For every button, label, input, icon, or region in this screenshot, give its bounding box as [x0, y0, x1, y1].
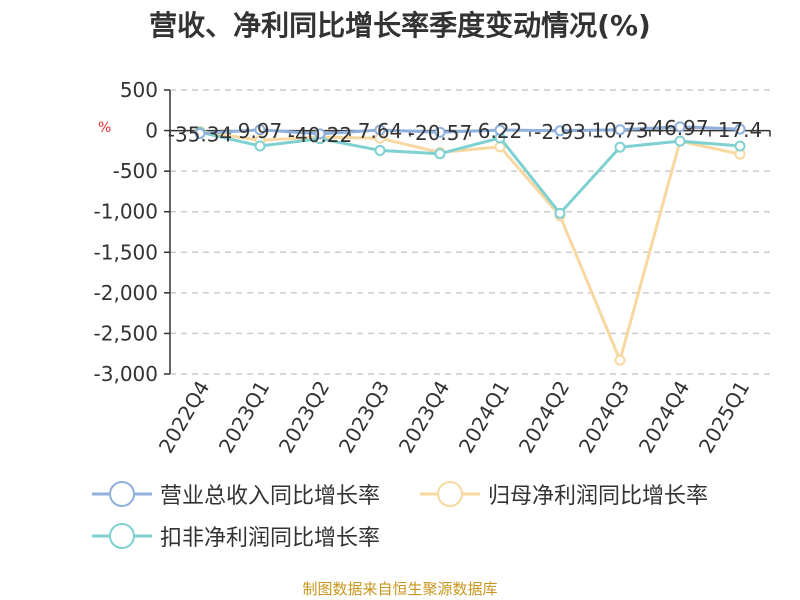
data-point — [374, 144, 386, 156]
legend-label: 营业总收入同比增长率 — [160, 484, 381, 509]
series-line — [199, 130, 741, 215]
data-label: 10.73 — [591, 119, 648, 143]
data-point — [614, 124, 626, 136]
data-point — [614, 141, 626, 153]
data-label: 7.64 — [358, 119, 403, 143]
y-tick-label: 0 — [145, 119, 158, 143]
chart-title: 营收、净利同比增长率季度变动情况(%) — [149, 9, 651, 42]
y-tick-label: 500 — [120, 78, 158, 102]
data-point — [494, 124, 506, 136]
x-tick-label: 2024Q1 — [454, 377, 514, 458]
x-tick-label: 2023Q4 — [394, 377, 454, 458]
x-tick-label: 2022Q4 — [154, 377, 214, 458]
data-point — [194, 127, 206, 139]
data-label: -35.34 — [168, 122, 232, 146]
data-point — [254, 140, 266, 152]
series-line — [199, 125, 741, 136]
legend: 营业总收入同比增长率 归母净利润同比增长率扣非净利润同比增长率 — [0, 470, 800, 570]
legend-swatch — [420, 481, 480, 507]
source-note: 制图数据来自恒生聚源数据库 — [302, 580, 498, 598]
data-label: -40.22 — [288, 123, 352, 147]
series-line — [199, 129, 741, 362]
y-tick-label: -1,500 — [94, 240, 158, 264]
legend-item[interactable]: 扣非净利润同比增长率 — [92, 516, 380, 556]
data-label: 6.22 — [478, 119, 523, 143]
y-tick-label: -3,000 — [94, 362, 158, 386]
legend-swatch — [92, 481, 152, 507]
data-label: -2.93 — [534, 120, 586, 144]
x-tick-label: 2023Q2 — [274, 377, 334, 458]
legend-swatch — [92, 523, 152, 549]
data-label: -20.57 — [408, 121, 472, 145]
data-label: 17.4 — [718, 118, 763, 142]
data-point — [374, 124, 386, 136]
data-point — [434, 126, 446, 138]
legend-label: 归母净利润同比增长率 — [488, 484, 709, 509]
x-tick-label: 2024Q4 — [634, 377, 694, 458]
data-point — [734, 123, 746, 135]
legend-item[interactable]: 归母净利润同比增长率 — [420, 474, 708, 514]
x-tick-label: 2023Q1 — [214, 377, 274, 458]
x-tick-label: 2024Q2 — [514, 377, 574, 458]
x-tick-label: 2024Q3 — [574, 377, 634, 458]
x-tick-label: 2025Q1 — [694, 377, 754, 458]
data-point — [614, 354, 626, 366]
legend-item[interactable]: 营业总收入同比增长率 — [92, 474, 380, 514]
data-point — [434, 148, 446, 160]
data-point — [734, 140, 746, 152]
y-unit-label: % — [98, 120, 112, 136]
plot-area: 5000-500-1,000-1,500-2,000-2,500-3,00020… — [94, 78, 771, 458]
y-tick-label: -1,000 — [94, 200, 158, 224]
data-label: 46.97 — [651, 116, 708, 140]
data-point — [314, 128, 326, 140]
y-tick-label: -500 — [113, 159, 158, 183]
y-tick-label: -2,000 — [94, 281, 158, 305]
data-point — [674, 135, 686, 147]
data-point — [554, 207, 566, 219]
data-point — [554, 125, 566, 137]
data-point — [674, 121, 686, 133]
x-tick-label: 2023Q3 — [334, 377, 394, 458]
data-point — [254, 124, 266, 136]
y-tick-label: -2,500 — [94, 321, 158, 345]
legend-label: 扣非净利润同比增长率 — [160, 526, 381, 551]
data-label: 9.97 — [238, 119, 283, 143]
